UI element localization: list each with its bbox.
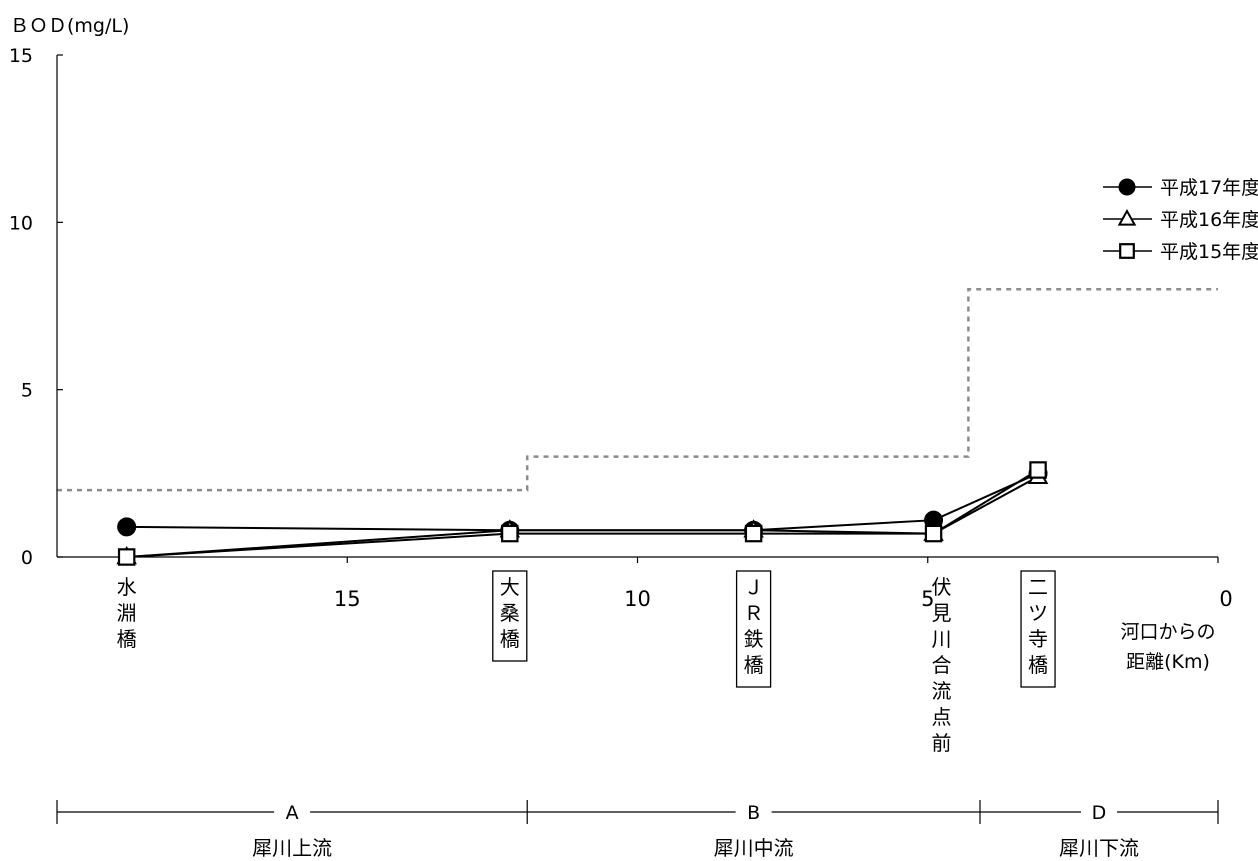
data-point [924, 524, 943, 543]
section-code: B [747, 802, 760, 824]
sections-layer: A 犀川上流 B 犀川中流 D 犀川下流 [56, 800, 1219, 860]
section-name: 犀川中流 [714, 836, 794, 860]
data-point [501, 524, 519, 543]
series-line [126, 469, 1039, 558]
section-code: A [286, 802, 299, 824]
station-char: 合 [932, 653, 952, 677]
x-axis-label-line1: 河口からの [1120, 621, 1215, 643]
section-D: D 犀川下流 [979, 800, 1219, 860]
standard-line [57, 288, 1218, 492]
series-1 [117, 463, 1048, 540]
legend-item: 平成17年度 [1103, 177, 1258, 199]
station-char: 二 [1028, 575, 1048, 599]
series-layer [116, 461, 1049, 566]
station-char: 点 [932, 705, 952, 729]
legend-label: 平成17年度 [1160, 177, 1258, 199]
data-point [117, 548, 136, 566]
y-tick-label: 10 [9, 212, 33, 234]
data-point [744, 524, 763, 543]
legend-marker [1118, 178, 1136, 196]
station-box [735, 570, 772, 688]
series-3 [117, 461, 1047, 566]
series-line [126, 475, 1039, 558]
x-tick-label: 0 [1219, 587, 1232, 611]
station-box [1020, 570, 1056, 688]
station-char: 大 [500, 575, 520, 599]
x-tick-label: 10 [624, 587, 651, 611]
axes-layer: 0 5 10 15 15 10 5 0 [9, 45, 1233, 611]
section-name: 犀川下流 [1059, 836, 1139, 860]
station-char: 前 [932, 731, 952, 755]
y-tick-label: 0 [21, 547, 33, 569]
legend-marker [1117, 208, 1137, 226]
x-tick-label: 15 [334, 587, 361, 611]
station-char: 橋 [1028, 653, 1048, 677]
legend-label: 平成16年度 [1160, 209, 1258, 231]
station-char: 橋 [500, 627, 520, 651]
station-box [492, 570, 528, 662]
legend-item: 平成15年度 [1103, 241, 1258, 263]
x-tick-label: 5 [921, 587, 934, 611]
legend-marker [1119, 243, 1135, 259]
legend-item: 平成16年度 [1103, 208, 1258, 231]
series-line [126, 472, 1039, 532]
legend-label: 平成15年度 [1160, 241, 1258, 263]
station-char: 桑 [500, 601, 520, 625]
section-name: 犀川上流 [252, 836, 332, 860]
standard-line-layer [57, 288, 1218, 492]
station-char: 淵 [117, 601, 137, 625]
station-char: 橋 [744, 653, 764, 677]
station-char: ツ [1028, 601, 1048, 625]
section-B: B 犀川中流 [526, 800, 980, 860]
section-A: A 犀川上流 [56, 800, 528, 860]
station-label: 水淵橋 [117, 575, 137, 651]
y-axis-label: ＢＯＤ(mg/L) [10, 15, 129, 37]
station-char: 水 [117, 575, 137, 599]
data-point [1029, 461, 1047, 479]
station-char: 伏 [932, 575, 952, 599]
station-char: 鉄 [744, 627, 764, 651]
data-point [117, 517, 137, 537]
station-char: 見 [932, 601, 952, 625]
y-tick-label: 15 [9, 45, 33, 67]
station-char: 橋 [117, 627, 137, 651]
x-axis-label-line2: 距離(Km) [1126, 651, 1210, 673]
station-char: Ｊ [744, 575, 764, 599]
y-tick-label: 5 [21, 380, 33, 402]
station-char: Ｒ [744, 601, 764, 625]
section-code: D [1092, 802, 1107, 824]
station-char: 流 [932, 679, 952, 703]
station-label: 大桑橋 [492, 570, 528, 662]
station-char: 寺 [1028, 627, 1048, 651]
station-char: 川 [932, 627, 952, 651]
